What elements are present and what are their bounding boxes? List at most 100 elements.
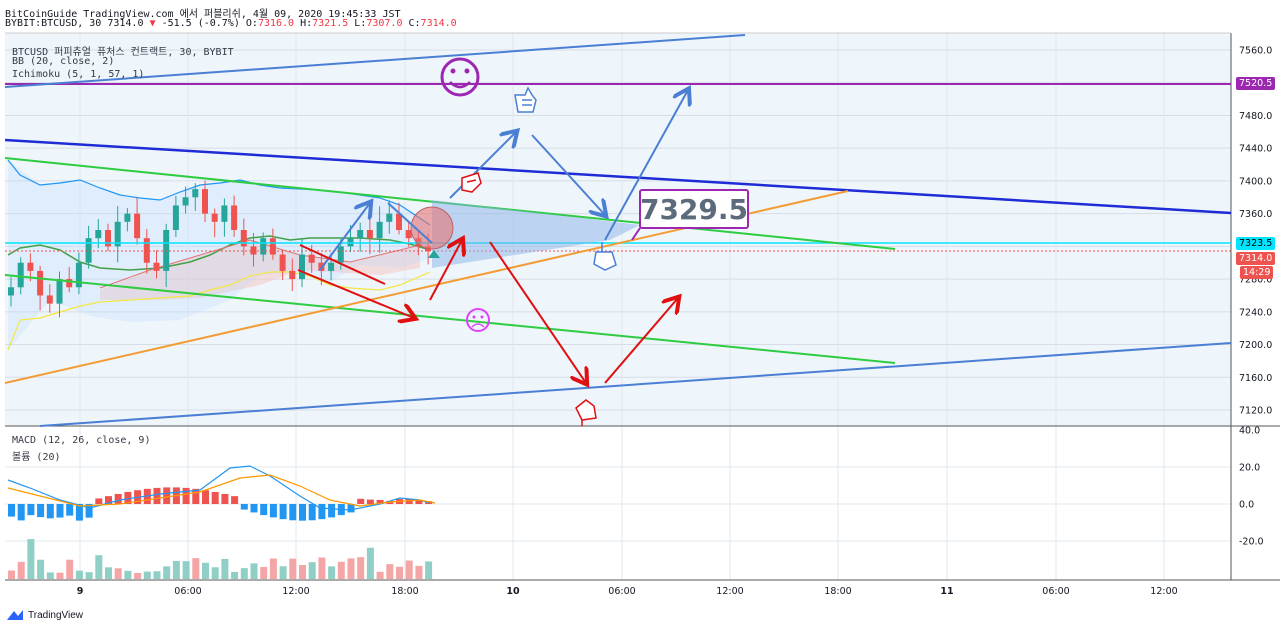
- bb-legend[interactable]: BB (20, close, 2): [12, 56, 115, 67]
- bb-upper-line: [7, 159, 431, 226]
- volume-bar: [85, 572, 93, 579]
- candle-body: [357, 230, 364, 239]
- candle-body: [17, 262, 24, 288]
- macd-bar: [95, 498, 103, 504]
- candle-body: [163, 230, 170, 271]
- volume-bar: [105, 567, 112, 579]
- grid-lines: [5, 33, 1231, 580]
- candle-body: [337, 246, 344, 263]
- volume-bar: [134, 572, 142, 579]
- bullish-path-arrows: [319, 90, 688, 271]
- macd-legend[interactable]: MACD (12, 26, close, 9): [12, 435, 151, 446]
- upper-channel-line: [4, 34, 746, 88]
- volume-bar: [182, 561, 190, 579]
- symbol-name: BYBIT:BTCUSD, 30 7314.0: [5, 18, 144, 29]
- price-tick-label: 7400.0: [1239, 176, 1272, 187]
- countdown-tag: 14:29: [1240, 266, 1274, 279]
- volume-bar: [376, 571, 384, 579]
- series-legend[interactable]: BTCUSD 퍼피츄얼 퓨처스 컨트랙트, 30, BYBIT: [12, 47, 234, 58]
- candle-body: [182, 197, 189, 206]
- volume-bar: [415, 565, 423, 579]
- volume-bar: [46, 572, 54, 579]
- candle-body: [105, 230, 111, 247]
- ichimoku-cloud: [100, 240, 420, 300]
- macd-bar: [27, 504, 35, 516]
- symbol-line: BYBIT:BTCUSD, 30 7314.0 ▼ -51.5 (-0.7%) …: [5, 18, 457, 29]
- volume-bar: [240, 568, 248, 579]
- candle-body: [269, 238, 276, 255]
- candle-body: [221, 205, 228, 222]
- volume-bar: [221, 558, 229, 579]
- volume-bar: [269, 558, 277, 579]
- volume-bar: [153, 571, 161, 579]
- volume-bar: [75, 570, 83, 579]
- price-tag-purple: 7520.5: [1236, 77, 1276, 90]
- signal-line: [7, 474, 436, 507]
- volume-bar: [211, 567, 219, 579]
- macd-bar: [240, 504, 248, 510]
- volume-bar: [231, 571, 239, 579]
- time-tick-label: 12:00: [282, 586, 309, 597]
- macd-bar: [366, 499, 374, 504]
- price-callout-text: 7329.5: [639, 192, 749, 226]
- macd-bar: [56, 504, 64, 518]
- price-callout-box[interactable]: [639, 189, 749, 229]
- ichimoku-legend[interactable]: Ichimoku (5, 1, 57, 1): [12, 69, 145, 80]
- candle-body: [75, 262, 82, 288]
- macd-bar: [250, 504, 258, 513]
- volume-bar: [289, 558, 297, 579]
- macd-bar: [75, 504, 83, 521]
- time-axis-labels: 9 06:00 12:00 18:00 10 06:00 12:00 18:00 11 06:00…: [77, 586, 1178, 597]
- low-label: L:: [354, 18, 367, 29]
- volume-bar: [27, 539, 35, 579]
- time-tick-label: 11: [940, 586, 953, 597]
- price-tick-label: 7120.0: [1239, 406, 1272, 417]
- volume-bar: [347, 558, 355, 579]
- publish-info: BitCoinGuide TradingView.com 에서 퍼블리쉬, 4월…: [5, 9, 401, 20]
- change-value: -51.5 (-0.7%): [161, 18, 240, 29]
- close-label: C:: [408, 18, 421, 29]
- volume-bar: [56, 572, 64, 579]
- volume-legend[interactable]: 볼륨 (20): [12, 452, 61, 463]
- bb-middle-line: [7, 235, 431, 271]
- volume-bar: [8, 570, 15, 579]
- macd-bar: [66, 504, 74, 516]
- price-tick-label: 7560.0: [1239, 46, 1272, 57]
- volume-bar: [163, 566, 171, 579]
- time-tick-label: 06:00: [608, 586, 635, 597]
- macd-bar: [231, 496, 239, 504]
- forecast-triangle: [432, 200, 640, 268]
- frown-icon: [466, 308, 490, 332]
- volume-bar: [17, 561, 25, 579]
- change-arrow-icon: ▼: [149, 18, 156, 29]
- time-tick-label: 12:00: [1150, 586, 1177, 597]
- high-value: 7321.5: [312, 18, 349, 29]
- open-value: 7316.0: [257, 18, 295, 29]
- close-value: 7314.0: [420, 18, 457, 29]
- time-tick-label: 06:00: [174, 586, 201, 597]
- pointing-hand-icon: [575, 399, 597, 426]
- candle-body: [46, 295, 53, 304]
- macd-bar: [357, 498, 365, 504]
- tradingview-brand[interactable]: TradingView: [6, 609, 83, 621]
- time-tick-label: 10: [506, 586, 520, 597]
- candle-body: [134, 213, 141, 239]
- macd-tick-label: 20.0: [1239, 463, 1260, 474]
- macd-tick-label: -20.0: [1239, 537, 1264, 548]
- macd-bar: [163, 487, 171, 504]
- candle-body: [85, 238, 92, 263]
- time-tick-label: 9: [77, 586, 84, 597]
- macd-bar: [260, 504, 268, 516]
- highlight-circle: [410, 206, 454, 250]
- volume-bar: [172, 560, 180, 579]
- macd-bar: [376, 499, 384, 504]
- volume-bar: [366, 547, 374, 579]
- time-tick-label: 18:00: [391, 586, 418, 597]
- volume-bar: [260, 566, 268, 579]
- brand-label: TradingView: [28, 609, 84, 621]
- macd-bar: [308, 504, 316, 521]
- candle-body: [95, 230, 102, 239]
- candle-body: [328, 262, 335, 271]
- macd-bar: [405, 498, 413, 504]
